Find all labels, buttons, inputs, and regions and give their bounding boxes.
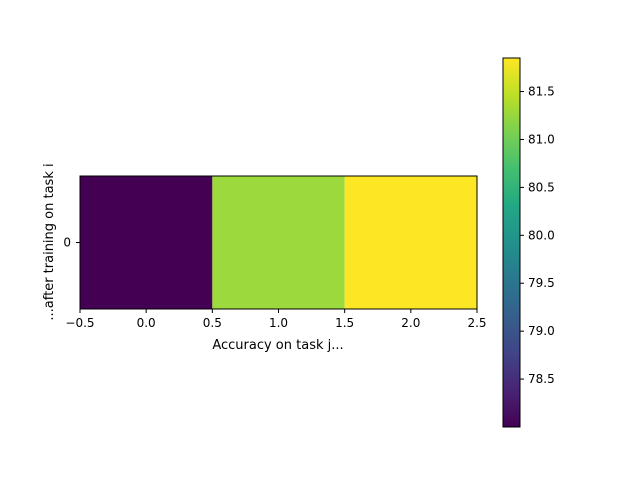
x-axis-ticks: −0.5 0.0 0.5 1.0 1.5 2.0 2.5 xyxy=(65,309,487,330)
x-tick-label: 1.5 xyxy=(335,316,354,330)
y-axis-ticks: 0 xyxy=(63,236,80,250)
colorbar-tick-label: 78.5 xyxy=(528,372,555,386)
colorbar-ticks: 78.5 79.0 79.5 80.0 80.5 81.0 81.5 xyxy=(520,85,555,386)
x-tick-label: 0.5 xyxy=(203,316,222,330)
heatmap-cell xyxy=(212,176,345,309)
colorbar-tick-label: 80.5 xyxy=(528,180,555,194)
heatmap-cell xyxy=(80,176,213,309)
colorbar xyxy=(502,57,521,428)
x-tick-label: 2.0 xyxy=(401,316,420,330)
heatmap-cell xyxy=(344,176,477,309)
colorbar-tick-label: 80.0 xyxy=(528,228,555,242)
colorbar-tick-label: 81.5 xyxy=(528,85,555,99)
y-tick-label: 0 xyxy=(63,236,71,250)
colorbar-tick-label: 81.0 xyxy=(528,132,555,146)
colorbar-tick-label: 79.0 xyxy=(528,324,555,338)
x-tick-label: −0.5 xyxy=(65,316,94,330)
x-axis-label: Accuracy on task j... xyxy=(212,338,343,353)
x-tick-label: 2.5 xyxy=(467,316,486,330)
colorbar-tick-label: 79.5 xyxy=(528,276,555,290)
x-tick-label: 1.0 xyxy=(269,316,288,330)
y-axis-label: ...after training on task i xyxy=(42,163,57,320)
x-tick-label: 0.0 xyxy=(137,316,156,330)
heatmap-cells xyxy=(80,176,477,309)
